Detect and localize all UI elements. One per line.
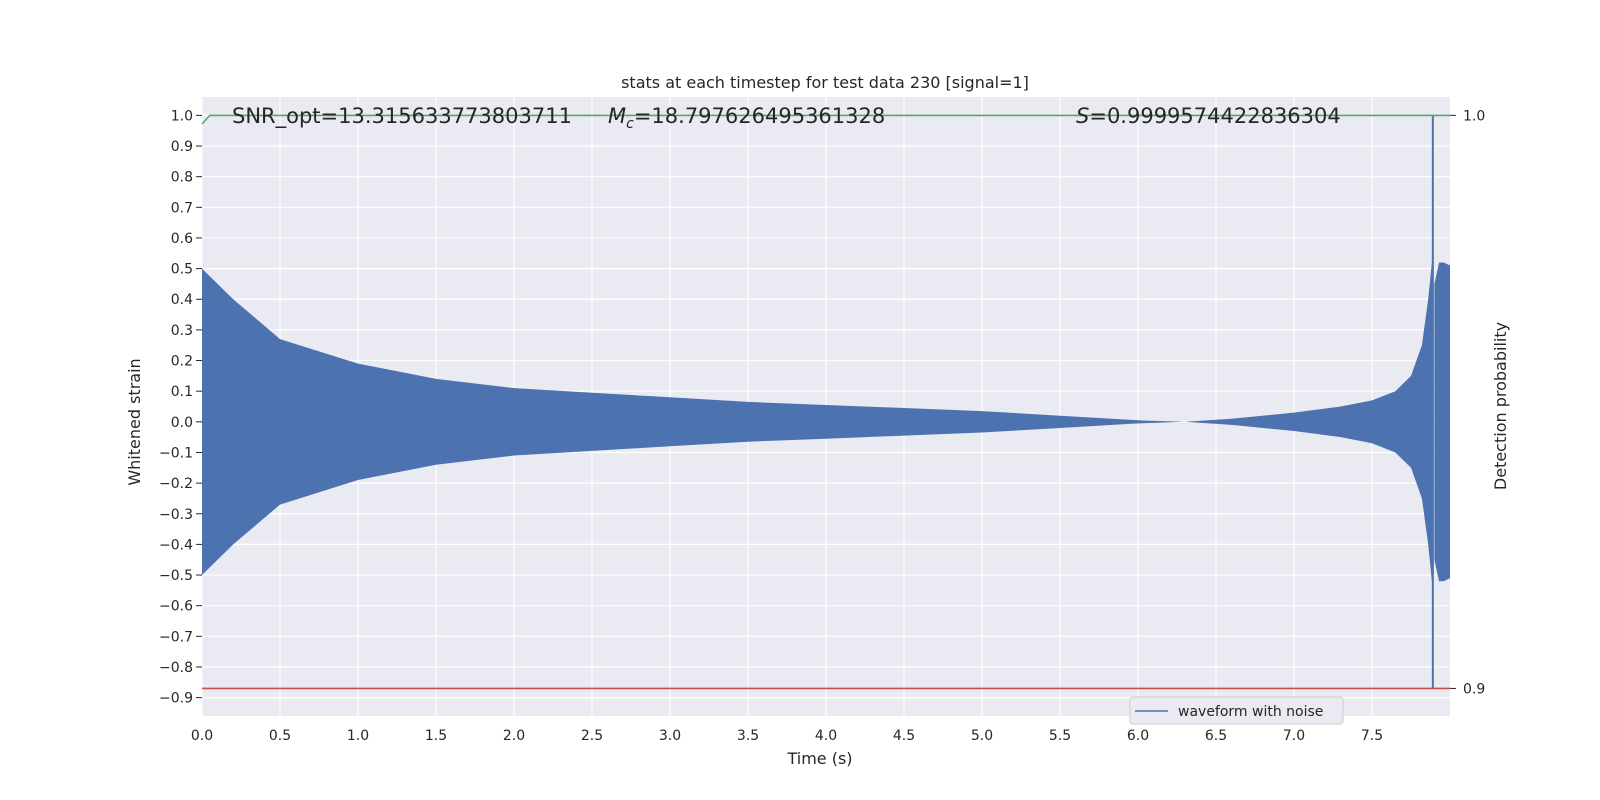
mc-subscript: c (626, 116, 634, 132)
s-symbol: S (1076, 104, 1089, 128)
y-axis-ticks: 1.0 0.9 0.8 0.7 0.6 0.5 0.4 0.3 0.2 0.1 0.0 −0.1 −0.… (159, 108, 202, 707)
x-tick-label: 2.5 (581, 728, 603, 744)
x-tick-label: 1.0 (347, 728, 369, 744)
y-tick-label: 0.8 (171, 170, 193, 186)
x-tick-label: 6.5 (1205, 728, 1227, 744)
x-tick-label: 5.5 (1049, 728, 1071, 744)
mc-annotation: Mc=18.797626495361328 (608, 104, 885, 132)
y-tick-label: −0.9 (159, 691, 193, 707)
detection-probability-line (201, 114, 1450, 125)
y2-tick-label: 1.0 (1463, 108, 1485, 124)
x-tick-label: 3.5 (737, 728, 759, 744)
y-tick-label: 0.1 (171, 384, 193, 400)
y-tick-label: −0.1 (159, 445, 193, 461)
x-tick-label: 7.0 (1283, 728, 1305, 744)
y-tick-label: −0.5 (159, 568, 193, 584)
s-value: =0.9999574422836304 (1089, 104, 1340, 128)
waveform-tail (1434, 262, 1450, 582)
legend-label-waveform: waveform with noise (1178, 704, 1323, 720)
x-tick-label: 6.0 (1127, 728, 1149, 744)
y2-axis-ticks: 1.0 0.9 (1450, 108, 1485, 697)
y-tick-label: −0.8 (159, 660, 193, 676)
mc-symbol: M (608, 104, 626, 128)
y-tick-label: 0.6 (171, 231, 193, 247)
y-tick-label: −0.6 (159, 599, 193, 615)
x-tick-label: 0.0 (191, 728, 213, 744)
y-tick-label: 0.2 (171, 354, 193, 370)
plot-content (201, 114, 1450, 690)
waveform-envelope (202, 253, 1433, 591)
legend-box (1129, 696, 1344, 725)
y-tick-label: 0.9 (171, 139, 193, 155)
chart-title: stats at each timestep for test data 230… (621, 73, 1029, 92)
snr-annotation: SNR_opt=13.315633773803711 (232, 104, 572, 129)
x-axis-ticks: 0.0 0.5 1.0 1.5 2.0 2.5 3.0 3.5 4.0 4.5 5.0 5.5 6.0 6… (191, 728, 1383, 744)
x-tick-label: 5.0 (971, 728, 993, 744)
y-axis-label: Whitened strain (125, 358, 144, 485)
y-tick-label: −0.7 (159, 629, 193, 645)
x-tick-label: 3.0 (659, 728, 681, 744)
y-tick-label: 0.4 (171, 292, 193, 308)
x-tick-label: 1.5 (425, 728, 447, 744)
x-tick-label: 2.0 (503, 728, 525, 744)
y-tick-label: −0.3 (159, 507, 193, 523)
x-tick-label: 7.5 (1361, 728, 1383, 744)
x-tick-label: 0.5 (269, 728, 291, 744)
mc-value: =18.797626495361328 (634, 104, 885, 128)
y-tick-label: 0.3 (171, 323, 193, 339)
y2-tick-label: 0.9 (1463, 681, 1485, 697)
s-annotation: S=0.9999574422836304 (1076, 104, 1341, 128)
y-tick-label: 0.5 (171, 262, 193, 278)
y-tick-label: 1.0 (171, 108, 193, 124)
x-axis-label: Time (s) (786, 749, 852, 768)
y-tick-label: 0.0 (171, 415, 193, 431)
y-tick-label: −0.4 (159, 537, 193, 553)
y-tick-label: 0.7 (171, 200, 193, 216)
legend: waveform with noise (1129, 696, 1344, 725)
x-tick-label: 4.0 (815, 728, 837, 744)
y2-axis-label: Detection probability (1491, 322, 1510, 490)
y-tick-label: −0.2 (159, 476, 193, 492)
x-tick-label: 4.5 (893, 728, 915, 744)
